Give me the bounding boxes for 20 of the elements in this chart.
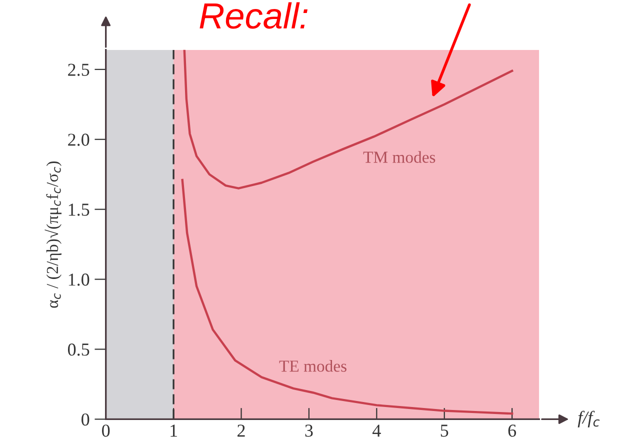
x-tick-label: 4 [372,424,381,437]
y-tick-label: 2.5 [68,64,90,76]
series-label: TE modes [279,360,346,372]
x-tick-label: 0 [102,424,110,437]
y-tick-label: 0.5 [68,343,90,356]
line-series [181,178,514,415]
x-tick-label: 2 [238,424,245,437]
x-axis-title: f/f$_{c}$ [578,410,600,428]
series-label: TM modes [363,151,436,163]
line-series [183,50,514,190]
x-tick-label: 1 [170,424,177,437]
y-tick-label: 2.0 [68,134,90,146]
y-tick-label: 1.5 [68,204,90,216]
chart-title: Recall: [200,2,308,29]
x-tick-label: 3 [305,424,313,437]
text: α$_{c}$ / (2/ηb)√(πμ$_{c}$f$_{c}$/σ$_{c}$) [44,161,62,308]
x-tick-label: 5 [440,424,448,437]
x-tick-label: 6 [508,424,516,437]
y-tick-label: 1.0 [68,274,90,286]
y-tick-label: 0 [82,413,90,426]
